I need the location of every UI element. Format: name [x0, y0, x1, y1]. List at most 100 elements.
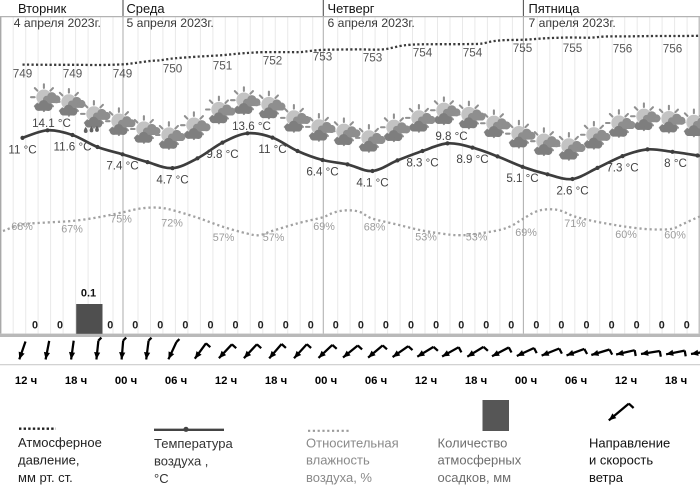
svg-text:0: 0: [609, 319, 615, 331]
svg-text:749: 749: [63, 68, 83, 81]
svg-text:755: 755: [513, 42, 533, 55]
svg-text:Вторник: Вторник: [18, 1, 67, 16]
svg-text:0: 0: [684, 319, 690, 331]
svg-text:13.6 °C: 13.6 °C: [232, 120, 271, 133]
svg-text:06 ч: 06 ч: [165, 375, 187, 387]
svg-text:18 ч: 18 ч: [65, 375, 87, 387]
svg-text:756: 756: [613, 43, 633, 56]
svg-text:755: 755: [563, 42, 583, 55]
svg-text:67%: 67%: [61, 223, 83, 235]
svg-text:69%: 69%: [515, 227, 537, 239]
svg-text:749: 749: [113, 68, 133, 81]
svg-text:Среда: Среда: [127, 1, 166, 16]
svg-text:53%: 53%: [466, 232, 488, 244]
svg-text:0: 0: [107, 319, 113, 331]
svg-text:воздуха ,: воздуха ,: [154, 453, 208, 468]
svg-text:00 ч: 00 ч: [515, 375, 537, 387]
svg-text:влажность: влажность: [306, 453, 370, 468]
svg-text:751: 751: [213, 60, 233, 73]
svg-text:14.1 °C: 14.1 °C: [32, 117, 71, 130]
svg-text:Четверг: Четверг: [328, 1, 375, 16]
svg-text:атмосферных: атмосферных: [438, 453, 522, 468]
svg-text:8.3 °C: 8.3 °C: [406, 156, 438, 169]
svg-text:Количество: Количество: [438, 436, 508, 451]
svg-text:0: 0: [383, 319, 389, 331]
svg-text:0: 0: [583, 319, 589, 331]
svg-text:753: 753: [313, 50, 333, 63]
svg-text:0: 0: [32, 319, 38, 331]
svg-text:воздуха, %: воздуха, %: [306, 470, 372, 485]
svg-text:0.1: 0.1: [81, 288, 96, 300]
svg-text:53%: 53%: [415, 232, 437, 244]
svg-text:0: 0: [57, 319, 63, 331]
svg-text:60%: 60%: [615, 229, 637, 241]
svg-text:6 апреля 2023г.: 6 апреля 2023г.: [328, 16, 415, 30]
svg-text:7.3 °C: 7.3 °C: [606, 162, 638, 175]
svg-text:06 ч: 06 ч: [565, 375, 587, 387]
svg-text:7 апреля 2023г.: 7 апреля 2023г.: [529, 16, 616, 30]
svg-text:00 ч: 00 ч: [115, 375, 137, 387]
svg-text:давление,: давление,: [18, 452, 80, 467]
svg-text:11 °C: 11 °C: [8, 143, 36, 156]
svg-text:69%: 69%: [313, 221, 335, 233]
svg-text:11.6 °C: 11.6 °C: [54, 140, 92, 153]
svg-text:4 апреля 2023г.: 4 апреля 2023г.: [14, 16, 101, 30]
svg-text:0: 0: [408, 319, 414, 331]
svg-text:мм рт. ст.: мм рт. ст.: [18, 470, 73, 485]
svg-text:71%: 71%: [564, 218, 586, 230]
svg-text:0: 0: [558, 319, 564, 331]
svg-text:Направление: Направление: [589, 436, 670, 451]
svg-text:68%: 68%: [11, 221, 33, 233]
svg-text:5 апреля 2023г.: 5 апреля 2023г.: [127, 16, 214, 30]
svg-text:Температура: Температура: [154, 436, 234, 451]
svg-text:754: 754: [413, 46, 433, 59]
svg-text:°C: °C: [154, 471, 169, 486]
svg-text:0: 0: [333, 319, 339, 331]
svg-text:Относительная: Относительная: [306, 436, 399, 451]
svg-text:0: 0: [358, 319, 364, 331]
svg-text:11 °C: 11 °C: [258, 143, 286, 156]
svg-text:12 ч: 12 ч: [415, 375, 437, 387]
svg-text:0: 0: [483, 319, 489, 331]
svg-text:8 °C: 8 °C: [664, 157, 687, 170]
svg-text:18 ч: 18 ч: [665, 375, 687, 387]
svg-text:0: 0: [258, 319, 264, 331]
svg-text:0: 0: [283, 319, 289, 331]
svg-text:0: 0: [157, 319, 163, 331]
svg-text:9.8 °C: 9.8 °C: [435, 130, 467, 143]
svg-text:0: 0: [659, 319, 665, 331]
svg-text:756: 756: [663, 43, 683, 56]
svg-text:12 ч: 12 ч: [615, 375, 637, 387]
svg-text:Пятница: Пятница: [529, 1, 581, 16]
svg-text:7.4 °C: 7.4 °C: [106, 160, 138, 173]
svg-text:4.7 °C: 4.7 °C: [156, 174, 188, 187]
svg-text:и скорость: и скорость: [589, 453, 653, 468]
svg-text:6.4 °C: 6.4 °C: [306, 165, 338, 178]
svg-text:750: 750: [163, 63, 183, 76]
svg-text:0: 0: [182, 319, 188, 331]
svg-text:752: 752: [263, 55, 283, 68]
svg-text:753: 753: [363, 52, 383, 65]
svg-text:754: 754: [463, 46, 483, 59]
svg-text:4.1 °C: 4.1 °C: [356, 176, 388, 189]
svg-text:749: 749: [13, 68, 33, 81]
svg-text:0: 0: [207, 319, 213, 331]
svg-text:00 ч: 00 ч: [315, 375, 337, 387]
svg-text:0: 0: [308, 319, 314, 331]
svg-text:0: 0: [533, 319, 539, 331]
svg-text:72%: 72%: [161, 218, 183, 230]
svg-text:57%: 57%: [263, 232, 285, 244]
svg-text:0: 0: [458, 319, 464, 331]
svg-text:75%: 75%: [110, 214, 132, 226]
svg-text:68%: 68%: [364, 221, 386, 233]
svg-text:12 ч: 12 ч: [15, 375, 37, 387]
svg-text:ветра: ветра: [589, 470, 624, 485]
svg-text:5.1 °C: 5.1 °C: [506, 172, 538, 185]
svg-text:Атмосферное: Атмосферное: [18, 435, 102, 450]
svg-text:57%: 57%: [213, 232, 235, 244]
svg-text:осадков, мм: осадков, мм: [438, 470, 512, 485]
svg-text:0: 0: [132, 319, 138, 331]
svg-text:0: 0: [508, 319, 514, 331]
svg-text:06 ч: 06 ч: [365, 375, 387, 387]
svg-text:0: 0: [232, 319, 238, 331]
